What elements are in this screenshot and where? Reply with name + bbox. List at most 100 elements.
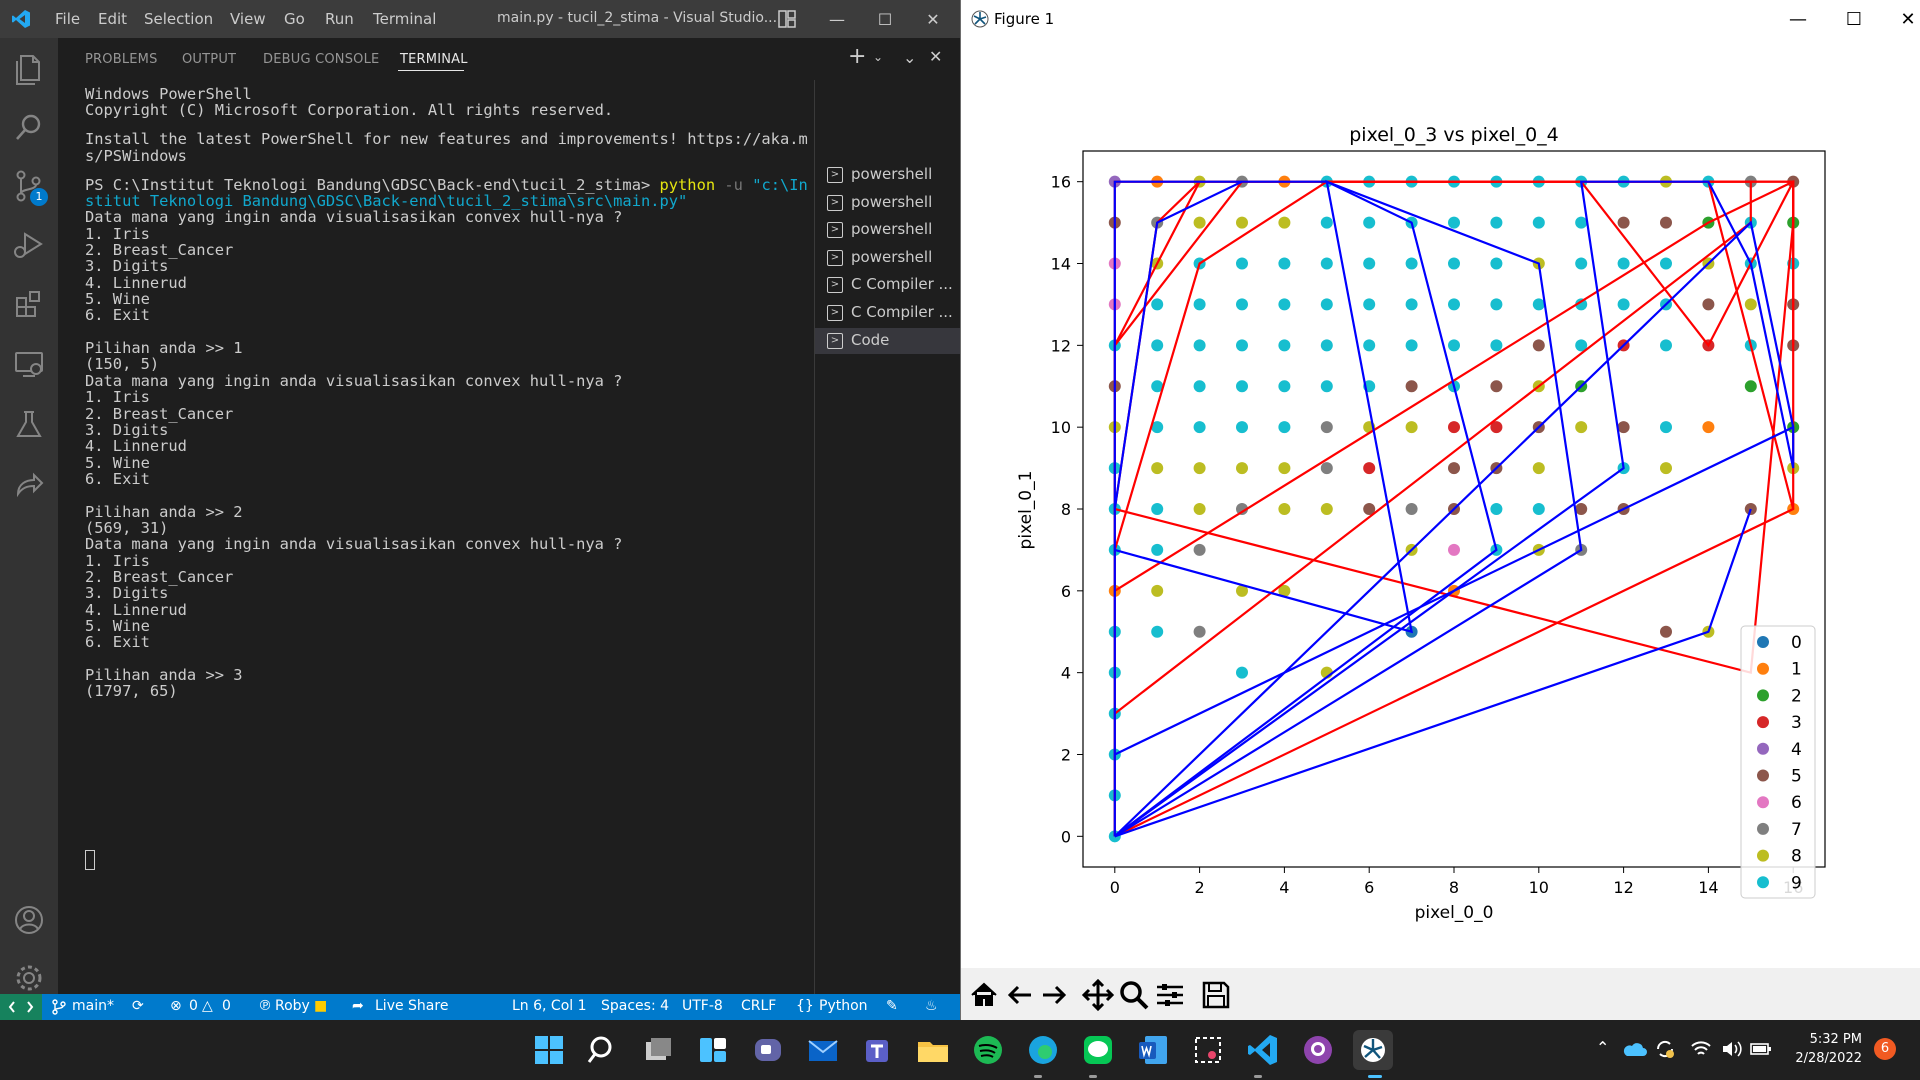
x-tick-label: 0: [1110, 878, 1120, 897]
terminal-instance[interactable]: > C Compiler ...: [815, 300, 961, 326]
back-icon[interactable]: [1003, 978, 1037, 1012]
tab-output[interactable]: OUTPUT: [182, 52, 237, 67]
search-taskbar-icon[interactable]: [583, 1030, 623, 1070]
figure-title: Figure 1: [994, 10, 1055, 28]
word-icon[interactable]: [1133, 1030, 1173, 1070]
remote-explorer-icon[interactable]: [9, 344, 49, 384]
data-point: [1236, 584, 1248, 597]
figure-maximize-button[interactable]: ☐: [1845, 8, 1863, 30]
zoom-icon[interactable]: [1117, 978, 1151, 1012]
encoding[interactable]: UTF-8: [682, 998, 723, 1014]
tab-problems[interactable]: PROBLEMS: [85, 52, 158, 67]
snipping-tool-icon[interactable]: [1188, 1030, 1228, 1070]
menu-terminal[interactable]: Terminal: [373, 10, 437, 28]
menu-go[interactable]: Go: [284, 10, 305, 28]
warning-count[interactable]: 0: [222, 998, 231, 1014]
terminal-instance[interactable]: > Code: [815, 327, 961, 354]
tab-terminal[interactable]: TERMINAL: [400, 52, 468, 67]
edge-icon[interactable]: [1023, 1030, 1063, 1070]
line-app-icon[interactable]: [1078, 1030, 1118, 1070]
menu-file[interactable]: File: [55, 10, 81, 28]
terminal-instance[interactable]: > powershell: [815, 162, 961, 188]
terminal-icon: >: [827, 222, 843, 239]
sync-icon[interactable]: ⟳: [132, 998, 144, 1014]
clock-date: 2/28/2022: [1795, 1051, 1862, 1066]
layout-toggle-icon[interactable]: [764, 0, 810, 38]
forward-icon[interactable]: [1037, 978, 1071, 1012]
notifications-bell-icon[interactable]: ♨: [925, 998, 938, 1014]
data-point: [1617, 421, 1630, 434]
menu-view[interactable]: View: [230, 10, 266, 28]
show-hidden-icons[interactable]: ⌃: [1596, 1038, 1610, 1057]
notification-badge[interactable]: 6: [1874, 1038, 1896, 1060]
widgets-icon[interactable]: [693, 1030, 733, 1070]
wifi-icon[interactable]: [1690, 1039, 1712, 1059]
terminal-instance[interactable]: > powershell: [815, 217, 961, 243]
settings-gear-icon[interactable]: [9, 958, 49, 998]
testing-icon[interactable]: [9, 404, 49, 444]
home-icon[interactable]: [967, 978, 1001, 1012]
chat-icon[interactable]: [748, 1030, 788, 1070]
configure-icon[interactable]: [1153, 978, 1187, 1012]
search-icon[interactable]: [9, 108, 49, 148]
line-ending[interactable]: CRLF: [741, 998, 777, 1014]
menu-edit[interactable]: Edit: [98, 10, 128, 28]
remote-indicator[interactable]: [0, 994, 42, 1020]
terminal-instance-label: powershell: [851, 220, 933, 239]
language-mode[interactable]: Python: [819, 998, 868, 1014]
terminal-instance[interactable]: > C Compiler ...: [815, 272, 961, 298]
spotify-icon[interactable]: [968, 1030, 1008, 1070]
file-explorer-icon[interactable]: [913, 1030, 953, 1070]
terminal-dropdown-icon[interactable]: ⌄: [873, 50, 884, 64]
maximize-panel-icon[interactable]: ⌄: [903, 48, 917, 67]
extensions-icon[interactable]: [9, 284, 49, 324]
data-point: [1490, 298, 1503, 311]
feedback-icon[interactable]: ✎: [886, 998, 898, 1014]
error-count[interactable]: 0: [189, 998, 198, 1014]
terminal-instance[interactable]: > powershell: [815, 245, 961, 271]
figure-minimize-button[interactable]: —: [1789, 8, 1807, 30]
data-point: [1532, 339, 1545, 352]
menu-run[interactable]: Run: [325, 10, 354, 28]
close-panel-icon[interactable]: ✕: [929, 47, 943, 66]
live-share-icon[interactable]: [9, 464, 49, 504]
mail-icon[interactable]: [803, 1030, 843, 1070]
data-point: [1490, 421, 1503, 434]
sync-tray-icon[interactable]: [1654, 1038, 1676, 1060]
python-figure-icon[interactable]: [1353, 1030, 1393, 1070]
maximize-button[interactable]: ☐: [877, 9, 893, 29]
figure-close-button[interactable]: ✕: [1900, 8, 1916, 30]
branch-name[interactable]: main*: [72, 998, 114, 1014]
user-name[interactable]: Roby: [275, 998, 310, 1014]
accounts-icon[interactable]: [9, 900, 49, 940]
tab-debug-console[interactable]: DEBUG CONSOLE: [263, 52, 380, 67]
github-desktop-icon[interactable]: [1298, 1030, 1338, 1070]
volume-icon[interactable]: [1720, 1039, 1742, 1059]
run-debug-icon[interactable]: [9, 224, 49, 264]
new-terminal-icon[interactable]: +: [848, 44, 867, 69]
indentation[interactable]: Spaces: 4: [601, 998, 670, 1014]
task-view-icon[interactable]: [638, 1030, 678, 1070]
legend-label: 7: [1791, 820, 1802, 840]
pan-icon[interactable]: [1081, 978, 1115, 1012]
terminal-output[interactable]: Windows PowerShell Copyright (C) Microsof…: [58, 84, 813, 884]
cursor-position[interactable]: Ln 6, Col 1: [512, 998, 587, 1014]
live-share-button[interactable]: Live Share: [375, 998, 449, 1014]
data-point: [1363, 462, 1376, 475]
menu-selection[interactable]: Selection: [144, 10, 214, 28]
explorer-icon[interactable]: [9, 48, 49, 88]
onedrive-icon[interactable]: [1623, 1040, 1647, 1058]
vscode-taskbar-icon[interactable]: [1243, 1030, 1283, 1070]
start-icon[interactable]: [529, 1030, 569, 1070]
terminal-instance[interactable]: > powershell: [815, 190, 961, 216]
scatter-plot[interactable]: pixel_0_3 vs pixel_0_4 pixel_0_0 pixel_0…: [961, 38, 1920, 968]
clock[interactable]: 5:32 PM 2/28/2022: [1780, 1030, 1862, 1068]
close-button[interactable]: ✕: [926, 9, 940, 29]
save-icon[interactable]: [1199, 978, 1233, 1012]
minimize-button[interactable]: —: [829, 9, 845, 29]
teams-icon[interactable]: [858, 1030, 898, 1070]
x-tick-label: 14: [1698, 878, 1718, 897]
source-control-icon[interactable]: [9, 166, 49, 206]
battery-icon[interactable]: [1750, 1040, 1772, 1058]
data-point: [1193, 421, 1206, 434]
